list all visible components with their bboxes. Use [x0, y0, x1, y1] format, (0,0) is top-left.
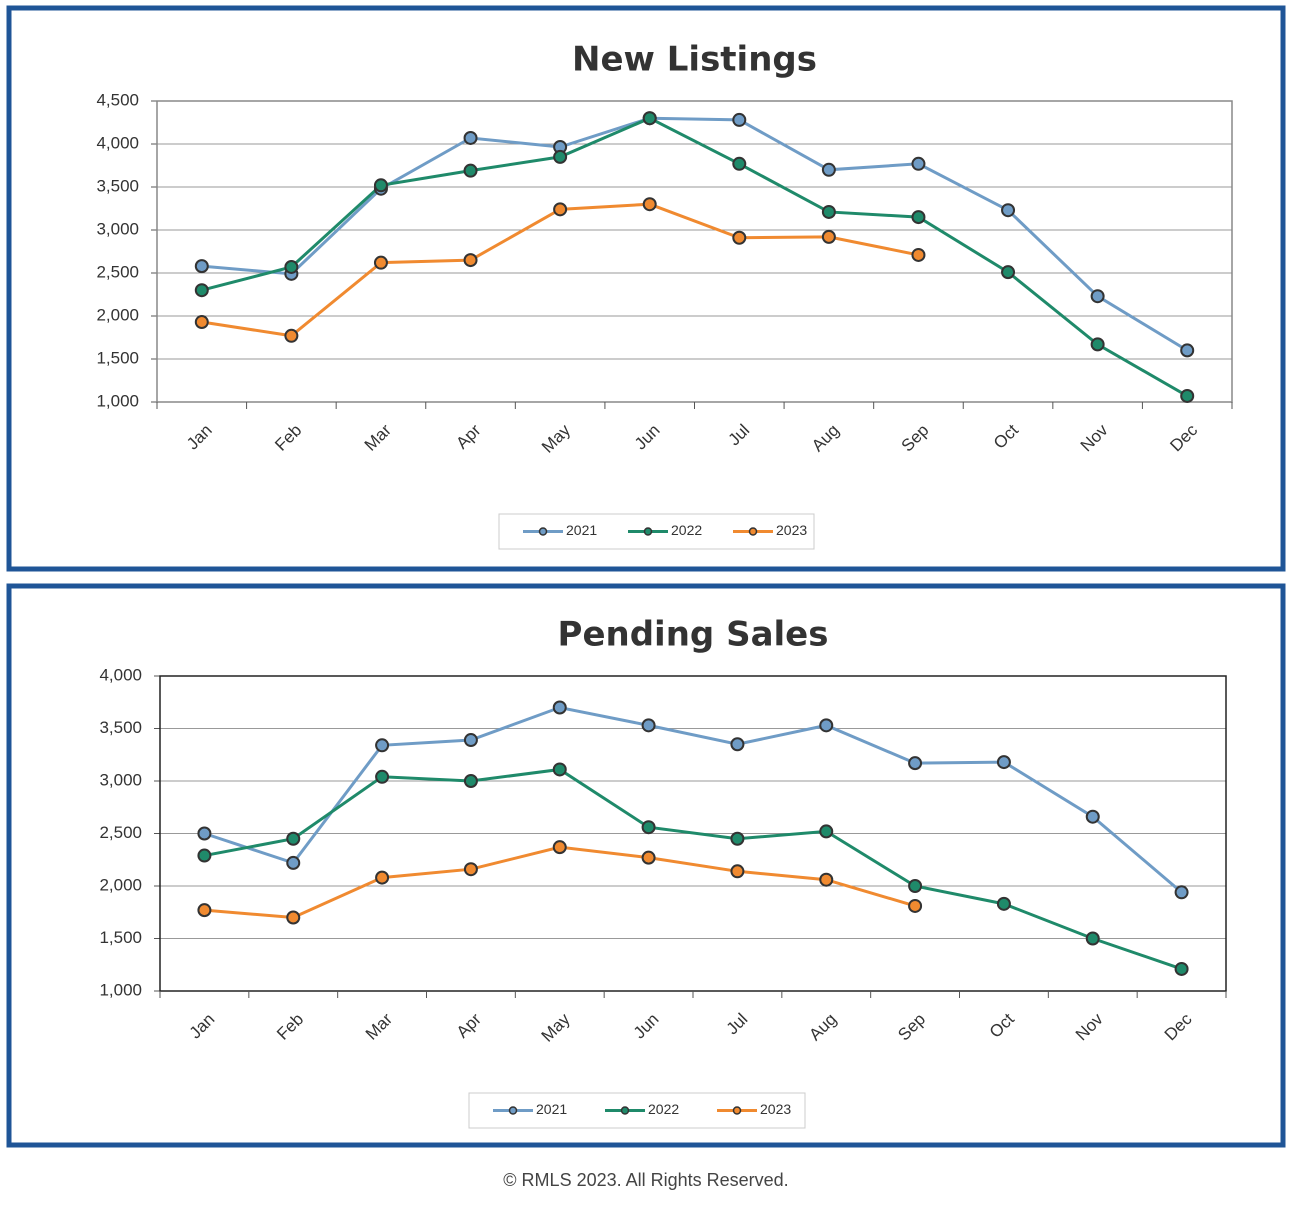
point	[373, 178, 388, 193]
point	[1180, 388, 1195, 403]
y-tick-label: 2,500	[96, 262, 139, 281]
series-line	[203, 705, 1183, 894]
legend-label: 2023	[776, 522, 807, 538]
legend-label: 2021	[536, 1101, 567, 1117]
point	[1174, 961, 1189, 976]
point	[373, 255, 388, 270]
point	[1090, 289, 1105, 304]
point	[821, 162, 836, 177]
point	[463, 253, 478, 268]
point	[552, 700, 567, 715]
point	[194, 315, 209, 330]
point	[642, 197, 657, 212]
y-tick-label: 3,000	[99, 770, 142, 789]
point	[286, 855, 301, 870]
point	[194, 259, 209, 274]
y-tick-label: 2,000	[99, 875, 142, 894]
y-tick-label: 3,500	[96, 176, 139, 195]
point	[819, 872, 834, 887]
point	[1085, 931, 1100, 946]
chart-title: New Listings	[572, 40, 817, 80]
point	[732, 156, 747, 171]
point	[463, 774, 478, 788]
point	[463, 163, 478, 178]
legend-marker	[620, 1106, 630, 1115]
legend-label: 2022	[671, 522, 702, 538]
series-line	[201, 116, 1188, 352]
point	[1180, 343, 1195, 358]
point	[197, 826, 212, 841]
point	[641, 850, 656, 865]
legend-label: 2023	[760, 1101, 791, 1117]
point	[911, 156, 926, 171]
legend-marker	[748, 527, 758, 536]
point	[996, 755, 1011, 770]
point	[553, 202, 568, 217]
point	[641, 718, 656, 733]
legend-marker	[538, 527, 548, 536]
point	[197, 848, 212, 863]
point	[286, 831, 301, 846]
legend-label: 2021	[566, 522, 597, 538]
point	[463, 733, 478, 748]
point	[819, 824, 834, 839]
y-tick-label: 3,000	[96, 219, 139, 238]
point	[732, 230, 747, 245]
point	[730, 737, 745, 752]
point	[1085, 809, 1100, 824]
point	[553, 149, 568, 164]
legend-label: 2022	[648, 1101, 679, 1117]
point	[194, 283, 209, 298]
y-tick-label: 4,000	[96, 133, 139, 152]
point	[1001, 265, 1016, 280]
point	[286, 910, 301, 925]
point	[642, 111, 657, 126]
y-tick-label: 1,500	[99, 928, 142, 947]
y-tick-label: 1,500	[96, 348, 139, 367]
point	[1174, 885, 1189, 900]
point	[375, 738, 390, 753]
point	[1090, 337, 1105, 352]
y-tick-label: 1,000	[99, 980, 142, 999]
y-tick-label: 4,500	[96, 90, 139, 109]
point	[552, 840, 567, 855]
point	[908, 879, 923, 893]
point	[821, 204, 836, 219]
point	[996, 896, 1011, 911]
chart-title: Pending Sales	[558, 615, 829, 655]
y-tick-label: 1,000	[96, 391, 139, 410]
point	[552, 762, 567, 777]
point	[641, 820, 656, 835]
y-tick-label: 2,500	[99, 823, 142, 842]
series-line	[204, 767, 1183, 971]
footer: © RMLS 2023. All Rights Reserved.	[503, 1170, 788, 1190]
point	[284, 328, 299, 343]
point	[1001, 203, 1016, 218]
y-tick-label: 4,000	[99, 665, 142, 684]
point	[821, 229, 836, 244]
y-tick-label: 3,500	[99, 718, 142, 737]
point	[908, 756, 923, 771]
point	[911, 247, 926, 262]
legend-marker	[643, 527, 653, 536]
point	[197, 903, 212, 918]
point	[908, 898, 923, 913]
point	[375, 870, 390, 885]
legend-marker	[508, 1106, 518, 1115]
point	[375, 769, 390, 784]
point	[819, 718, 834, 733]
point	[730, 864, 745, 879]
point	[463, 862, 478, 877]
legend-marker	[732, 1106, 742, 1115]
panel	[6, 583, 1286, 1148]
point	[730, 831, 745, 846]
series-line	[201, 116, 1188, 398]
point	[732, 112, 747, 127]
y-tick-label: 2,000	[96, 305, 139, 324]
point	[463, 130, 478, 145]
point	[911, 210, 926, 225]
point	[284, 259, 299, 274]
